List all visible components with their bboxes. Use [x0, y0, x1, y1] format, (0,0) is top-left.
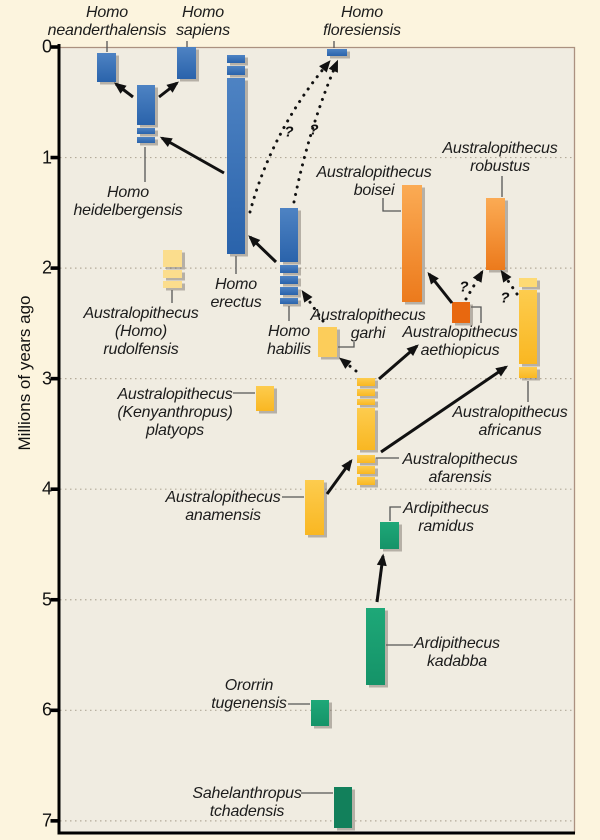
arrow-australopithecus-aethiopicus-to-australopithecus-boisei [427, 272, 454, 304]
tick-mark-6 [50, 708, 60, 713]
connector-ardipithecus-ramidus [389, 506, 401, 521]
arrow-homo-habilis-to-homo-erectus [248, 235, 278, 264]
bar-segment [366, 608, 385, 685]
bar-australopithecus-platyops [256, 386, 277, 414]
arrow-australopithecus-afarensis-to-australopithecus-garhi [339, 357, 358, 373]
bar-segment [256, 386, 274, 411]
bar-segment [163, 270, 182, 278]
arrow-australopithecus-anamensis-to-australopithecus-afarensis [325, 458, 353, 495]
bar-australopithecus-anamensis [305, 480, 327, 538]
arrows [114, 59, 519, 603]
bar-segment [163, 281, 182, 288]
bar-ardipithecus-kadabba [366, 608, 388, 688]
bar-homo-erectus [227, 55, 248, 257]
bar-homo-sapiens [177, 47, 199, 82]
bar-australopithecus-robustus [486, 198, 508, 273]
bar-ororrin-tugenensis [311, 700, 332, 729]
y-axis [50, 44, 575, 835]
arrow-australopithecus-africanus-to-australopithecus-robustus [500, 269, 519, 296]
tick-mark-2 [50, 266, 60, 270]
arrow-australopithecus-garhi-to-homo-habilis [301, 289, 325, 323]
bar-australopithecus-rudolfensis [163, 250, 185, 291]
bar-australopithecus-garhi [318, 327, 340, 360]
tick-mark-1 [50, 155, 60, 160]
bar-segment [280, 298, 298, 304]
arrow-homo-heidelbergensis-to-homo-sapiens [158, 81, 179, 99]
arrow-homo-erectus-to-homo-heidelbergensis [159, 136, 225, 175]
bar-segment [280, 276, 298, 284]
bar-segment [305, 480, 324, 535]
bar-segment [227, 55, 245, 63]
bar-segment [357, 477, 375, 485]
bar-segment [280, 265, 298, 273]
bar-segment [357, 466, 375, 474]
bar-segment [357, 399, 375, 405]
arrow-australopithecus-aethiopicus-to-australopithecus-robustus [464, 269, 484, 301]
bar-homo-neanderthalensis [97, 53, 119, 85]
bar-segment [137, 85, 155, 125]
bar-segment [486, 198, 505, 270]
bar-segment [327, 49, 347, 56]
bar-segment [227, 78, 245, 254]
bar-homo-habilis [280, 208, 301, 307]
bar-australopithecus-afarensis [357, 378, 378, 488]
bar-segment [357, 408, 375, 450]
gridlines [60, 156, 575, 822]
bar-segment [163, 250, 182, 267]
arrow-ardipithecus-kadabba-to-ardipithecus-ramidus [375, 553, 387, 603]
tick-mark-5 [50, 597, 60, 602]
plot-border [60, 46, 576, 833]
bar-segment [519, 290, 537, 364]
bar-segment [380, 522, 399, 549]
bar-segment [280, 208, 298, 262]
arrow-homo-erectus-to-homo-floresiensis [248, 60, 331, 214]
bars [97, 47, 540, 831]
arrow-australopithecus-afarensis-to-australopithecus-africanus [380, 365, 509, 454]
bar-segment [519, 278, 537, 287]
arrow-homo-heidelbergensis-to-homo-neanderthalensis [114, 82, 134, 99]
bar-homo-floresiensis [327, 49, 350, 59]
tick-mark-3 [50, 376, 60, 381]
bar-segment [357, 378, 375, 386]
bar-segment [519, 367, 537, 378]
bar-australopithecus-aethiopicus [452, 302, 473, 326]
bar-australopithecus-africanus [519, 278, 540, 381]
bar-segment [177, 47, 196, 79]
connector-australopithecus-garhi [338, 342, 355, 348]
bar-segment [452, 302, 470, 323]
tick-mark-4 [50, 487, 60, 491]
bar-segment [318, 327, 337, 357]
bar-segment [137, 137, 155, 143]
label-connectors [106, 41, 529, 794]
tick-mark-7 [50, 819, 60, 823]
tick-mark-0 [50, 45, 60, 49]
bar-segment [280, 287, 298, 295]
bar-australopithecus-boisei [402, 185, 425, 305]
arrow-australopithecus-afarensis-to-australopithecus-aethiopicus [378, 344, 419, 381]
bar-segment [334, 787, 352, 828]
bar-segment [357, 455, 375, 463]
bar-sahelanthropus-tchadensis [334, 787, 355, 831]
bar-segment [137, 128, 155, 134]
bar-segment [227, 66, 245, 75]
bar-segment [402, 185, 422, 302]
bar-ardipithecus-ramidus [380, 522, 402, 552]
bar-segment [311, 700, 329, 726]
arrow-homo-habilis-to-homo-floresiensis [292, 59, 339, 204]
bar-homo-heidelbergensis [137, 85, 158, 146]
connector-australopithecus-aethiopicus [471, 306, 482, 323]
bar-segment [357, 389, 375, 396]
connector-australopithecus-boisei [382, 198, 401, 212]
bar-segment [97, 53, 116, 82]
